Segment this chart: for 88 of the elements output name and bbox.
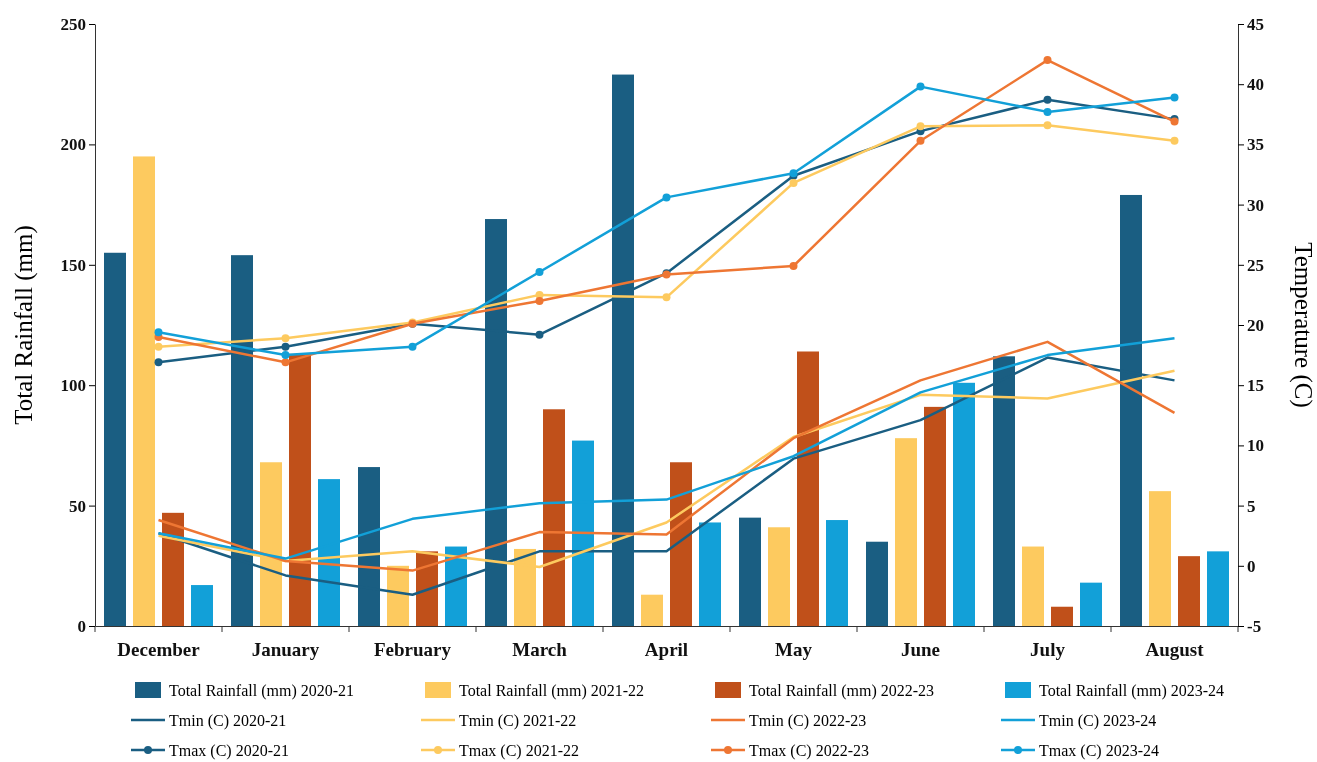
point bbox=[281, 358, 290, 367]
point bbox=[662, 193, 671, 202]
point bbox=[1043, 56, 1052, 65]
legend-label: Total Rainfall (mm) 2020-21 bbox=[169, 681, 355, 700]
bar bbox=[1149, 491, 1171, 626]
legend-label: Tmin (C) 2023-24 bbox=[1039, 711, 1157, 730]
legend-label: Tmax (C) 2021-22 bbox=[459, 741, 579, 760]
point bbox=[1043, 107, 1052, 116]
y-axis-title: Total Rainfall (mm) bbox=[10, 225, 38, 425]
bar bbox=[191, 585, 213, 626]
legend-label: Total Rainfall (mm) 2022-23 bbox=[749, 681, 935, 700]
x-tick-label: February bbox=[373, 638, 452, 660]
legend-label: Tmin (C) 2020-21 bbox=[169, 711, 287, 730]
y-tick-label: 200 bbox=[60, 135, 86, 155]
bar bbox=[1080, 582, 1102, 626]
point bbox=[789, 262, 798, 270]
bar bbox=[670, 462, 692, 626]
x-tick-label: April bbox=[644, 638, 689, 660]
legend-label: Tmax (C) 2022-23 bbox=[749, 741, 869, 760]
point bbox=[916, 122, 925, 131]
x-tick-label: July bbox=[1030, 638, 1066, 660]
bar bbox=[826, 520, 848, 626]
bar bbox=[543, 409, 565, 626]
point bbox=[1043, 95, 1052, 104]
y-tick-label: 0 bbox=[77, 616, 86, 636]
point bbox=[154, 358, 163, 367]
x-tick-label: January bbox=[251, 638, 320, 660]
y2-tick-label: -5 bbox=[1247, 616, 1262, 636]
bar bbox=[387, 565, 409, 626]
bar bbox=[924, 406, 946, 626]
y2-tick-label: 25 bbox=[1247, 255, 1264, 275]
bar bbox=[1207, 551, 1229, 626]
point bbox=[535, 296, 544, 305]
legend-label: Tmin (C) 2022-23 bbox=[749, 711, 867, 730]
point bbox=[1170, 93, 1179, 102]
y2-tick-label: 40 bbox=[1247, 75, 1264, 95]
y-tick-label: 150 bbox=[60, 255, 86, 275]
y-tick-label: 250 bbox=[60, 14, 86, 34]
legend-label: Total Rainfall (mm) 2021-22 bbox=[459, 681, 645, 700]
point bbox=[1043, 121, 1052, 130]
bar bbox=[1051, 606, 1073, 626]
point bbox=[281, 334, 290, 343]
x-tick-label: August bbox=[1145, 638, 1205, 660]
point bbox=[281, 342, 290, 351]
bar bbox=[866, 541, 888, 626]
point bbox=[281, 351, 290, 360]
y2-tick-label: 20 bbox=[1247, 315, 1264, 335]
y2-tick-label: 10 bbox=[1247, 436, 1264, 456]
point bbox=[1170, 136, 1179, 145]
x-tick-label: June bbox=[900, 638, 941, 660]
legend-label: Tmax (C) 2020-21 bbox=[169, 741, 289, 760]
point bbox=[916, 136, 925, 145]
bar bbox=[104, 252, 126, 626]
bar bbox=[1178, 556, 1200, 626]
bar bbox=[895, 438, 917, 626]
y-tick-label: 100 bbox=[60, 376, 86, 396]
bar bbox=[1022, 546, 1044, 626]
y2-axis-title: Temperature (C) bbox=[1289, 242, 1317, 408]
bar bbox=[445, 546, 467, 626]
bar bbox=[797, 351, 819, 626]
point bbox=[154, 342, 163, 351]
y2-tick-label: 0 bbox=[1247, 556, 1256, 576]
point bbox=[662, 293, 671, 302]
bar bbox=[162, 512, 184, 626]
y2-tick-label: 30 bbox=[1247, 195, 1264, 215]
bar bbox=[699, 522, 721, 626]
y2-tick-label: 15 bbox=[1247, 376, 1264, 396]
x-tick-label: December bbox=[117, 638, 201, 660]
y2-tick-label: 45 bbox=[1247, 14, 1264, 34]
bar bbox=[768, 527, 790, 626]
x-tick-label: May bbox=[775, 638, 813, 660]
y-tick-label: 50 bbox=[69, 496, 86, 516]
legend-label: Tmin (C) 2021-22 bbox=[459, 711, 577, 730]
legend-label: Total Rainfall (mm) 2023-24 bbox=[1039, 681, 1225, 700]
legend-label: Tmax (C) 2023-24 bbox=[1039, 741, 1159, 760]
point bbox=[154, 328, 163, 337]
bar bbox=[739, 517, 761, 626]
point bbox=[408, 342, 417, 351]
y2-tick-label: 5 bbox=[1247, 496, 1256, 516]
point bbox=[916, 82, 925, 91]
point bbox=[535, 330, 544, 339]
bar bbox=[416, 551, 438, 626]
x-tick-label: March bbox=[512, 638, 568, 660]
point bbox=[535, 268, 544, 277]
point bbox=[789, 178, 798, 187]
bar bbox=[289, 353, 311, 626]
bar bbox=[641, 594, 663, 626]
y2-tick-label: 35 bbox=[1247, 135, 1264, 155]
